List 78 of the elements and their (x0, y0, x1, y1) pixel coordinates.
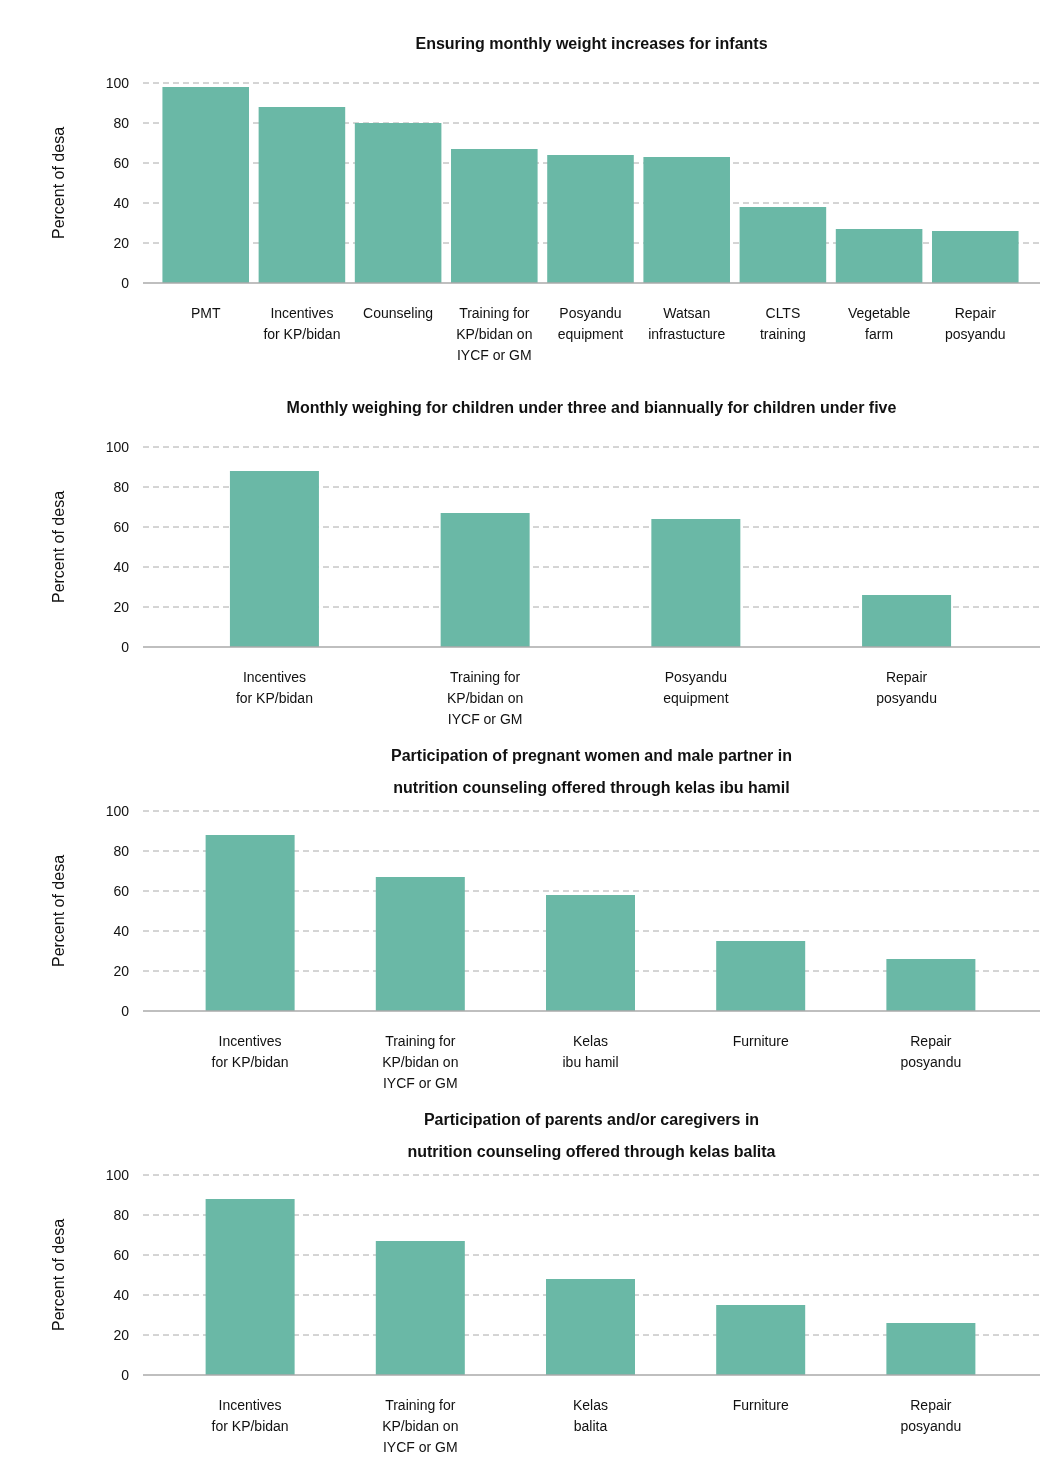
bar (546, 1279, 635, 1375)
x-tick-label: Posyandu equipment (557, 305, 624, 342)
x-tick-label: PMT (190, 305, 221, 321)
x-tick-label: Incentives for KP/bidan (235, 669, 313, 706)
bar (739, 207, 827, 283)
y-tick-label: 20 (113, 598, 130, 615)
bar (716, 941, 806, 1011)
bar (229, 471, 319, 647)
bar (162, 87, 250, 283)
y-tick-label: 80 (113, 842, 130, 859)
x-tick-label: Watsan infrastucture (648, 305, 726, 342)
chart-title: Participation of parents and/or caregivers in nutrition counseling offered through kelas balita (407, 1111, 776, 1160)
bar (862, 595, 952, 647)
x-tick-label: Training for KP/bidan on IYCF or GM (456, 305, 533, 363)
bar (205, 835, 295, 1011)
bar (547, 155, 634, 283)
y-tick-label: 80 (113, 478, 130, 495)
bar (886, 959, 976, 1011)
bar (440, 513, 530, 647)
y-tick-label: 80 (113, 1206, 130, 1223)
bar (546, 895, 635, 1011)
bar (932, 231, 1019, 283)
y-tick-label: 0 (121, 638, 130, 655)
bar (835, 229, 923, 283)
y-tick-label: 20 (113, 962, 130, 979)
bar (375, 1241, 465, 1375)
y-tick-label: 20 (113, 1326, 130, 1343)
bar (451, 149, 538, 283)
x-tick-label: Incentives for KP/bidan (211, 1033, 289, 1070)
y-tick-label: 0 (121, 1366, 130, 1383)
y-tick-label: 100 (105, 74, 130, 91)
chart-title: Monthly weighing for children under three and biannually for children under five (286, 399, 897, 416)
y-tick-label: 40 (113, 1286, 130, 1303)
y-tick-label: 60 (113, 518, 130, 535)
bar (258, 107, 346, 283)
y-tick-label: 40 (113, 922, 130, 939)
bar (375, 877, 465, 1011)
x-tick-label: Furniture (732, 1397, 789, 1413)
x-tick-label: Counseling (363, 305, 434, 321)
y-tick-label: 60 (113, 882, 130, 899)
y-tick-label: 0 (121, 1002, 130, 1019)
y-tick-label: 60 (113, 154, 130, 171)
bar (205, 1199, 295, 1375)
chart-title: Participation of pregnant women and male partner in nutrition counseling offered through kelas ibu hamil (391, 747, 792, 796)
y-axis-title: Percent of desa (50, 1218, 67, 1332)
x-tick-label: Training for KP/bidan on IYCF or GM (382, 1397, 459, 1455)
x-tick-label: Training for KP/bidan on IYCF or GM (446, 669, 524, 727)
bar (886, 1323, 976, 1375)
x-tick-label: Repair posyandu (944, 305, 1006, 342)
y-tick-label: 100 (105, 802, 130, 819)
y-tick-label: 0 (121, 274, 130, 291)
y-axis-title: Percent of desa (50, 854, 67, 968)
bar (651, 519, 741, 647)
x-tick-label: Incentives for KP/bidan (211, 1397, 289, 1434)
y-tick-label: 60 (113, 1246, 130, 1263)
y-tick-label: 80 (113, 114, 130, 131)
x-tick-label: CLTS training (759, 305, 806, 342)
y-axis-title: Percent of desa (50, 490, 67, 604)
x-tick-label: Furniture (732, 1033, 789, 1049)
x-tick-label: Repair posyandu (876, 669, 937, 706)
x-tick-label: Repair posyandu (900, 1033, 962, 1070)
x-tick-label: Kelas ibu hamil (562, 1033, 619, 1070)
x-tick-label: Vegetable farm (847, 305, 911, 342)
x-tick-label: Repair posyandu (900, 1397, 962, 1434)
x-tick-label: Posyandu equipment (663, 669, 729, 706)
y-tick-label: 100 (105, 438, 130, 455)
x-tick-label: Training for KP/bidan on IYCF or GM (382, 1033, 459, 1091)
x-tick-label: Incentives for KP/bidan (263, 305, 341, 342)
y-tick-label: 20 (113, 234, 130, 251)
y-axis-title: Percent of desa (50, 126, 67, 240)
bar (354, 123, 442, 283)
y-tick-label: 100 (105, 1166, 130, 1183)
y-tick-label: 40 (113, 558, 130, 575)
bar (716, 1305, 806, 1375)
bar (643, 157, 730, 283)
chart-title: Ensuring monthly weight increases for infants (415, 35, 768, 52)
x-tick-label: Kelas balita (572, 1397, 609, 1434)
y-tick-label: 40 (113, 194, 130, 211)
